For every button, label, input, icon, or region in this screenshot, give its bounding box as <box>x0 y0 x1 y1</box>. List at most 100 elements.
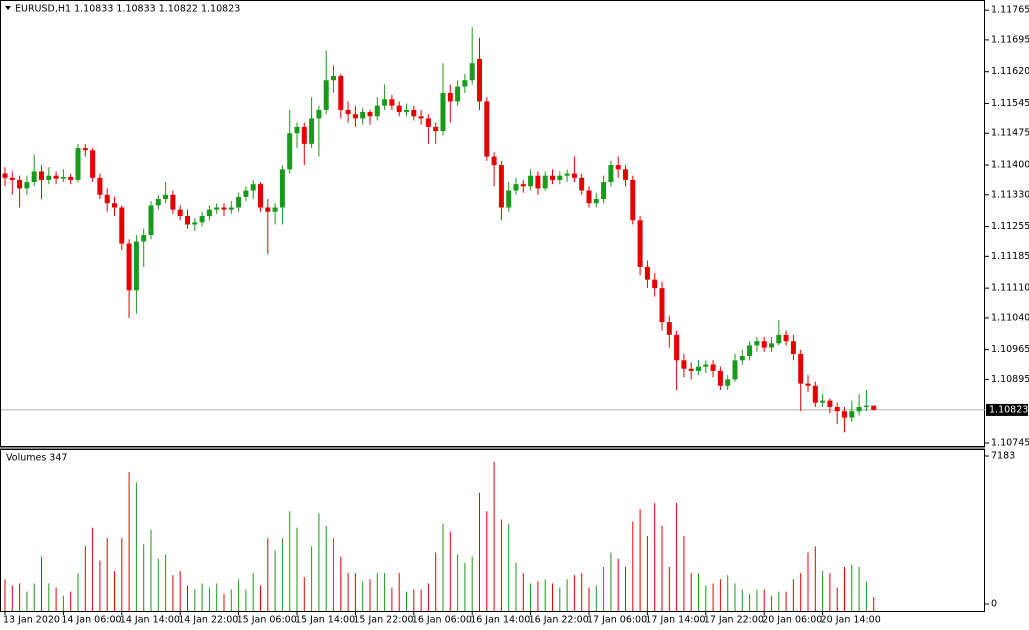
candle-body <box>674 334 680 361</box>
candle-body <box>783 334 789 342</box>
volume-tick-label: 0 <box>991 599 997 610</box>
y-tick-label: 1.11400 <box>991 160 1029 171</box>
candle-body <box>338 75 344 110</box>
candle-body <box>75 148 81 180</box>
candle-body <box>528 175 534 187</box>
candle-body <box>535 175 541 189</box>
y-tick-label: 1.10895 <box>991 374 1029 385</box>
candle-body <box>2 173 8 178</box>
y-tick-label: 1.11185 <box>991 251 1029 262</box>
candle-body <box>360 112 366 119</box>
x-tick-label: 17 Jan 14:00 <box>645 615 705 626</box>
candle-body <box>863 405 869 407</box>
candle-body <box>484 101 490 157</box>
x-tick-label: 14 Jan 22:00 <box>178 615 238 626</box>
candle-body <box>17 179 23 189</box>
candle-body <box>593 199 599 204</box>
x-tick-label: 16 Jan 06:00 <box>412 615 472 626</box>
y-tick-label: 1.11110 <box>991 283 1029 294</box>
candle-body <box>177 209 183 216</box>
x-tick-label: 15 Jan 14:00 <box>295 615 355 626</box>
candle-body <box>97 177 103 195</box>
y-tick-label: 1.11620 <box>991 66 1029 77</box>
candle-body <box>199 215 205 223</box>
candle-body <box>571 173 577 178</box>
candle-body <box>717 370 723 386</box>
candle-body <box>68 176 74 180</box>
candle-body <box>520 184 526 187</box>
candle-body <box>418 116 424 119</box>
y-tick-label: 1.11765 <box>991 5 1029 16</box>
candle-body <box>550 175 555 180</box>
x-tick-label: 17 Jan 22:00 <box>704 615 764 626</box>
chart-title: EURUSD,H1 1.10833 1.10833 1.10822 1.1082… <box>15 4 240 15</box>
candle-body <box>112 203 117 208</box>
candle-body <box>104 194 110 204</box>
candle-body <box>834 406 840 412</box>
candle-body <box>46 175 52 180</box>
candle-body <box>506 190 512 208</box>
candle-body <box>440 92 446 132</box>
volume-title: Volumes 347 <box>6 453 67 464</box>
y-tick-label: 1.11695 <box>991 34 1029 45</box>
x-tick-label: 15 Jan 06:00 <box>237 615 297 626</box>
candle-body <box>323 80 329 110</box>
candle-body <box>871 405 877 410</box>
candle-body <box>250 184 256 191</box>
candle-body <box>133 241 139 291</box>
candle-body <box>170 194 176 210</box>
candle-body <box>842 411 847 418</box>
candle-body <box>761 341 767 348</box>
candle-body <box>666 322 672 335</box>
candle-body <box>155 199 161 206</box>
candle-body <box>82 148 88 151</box>
candle-body <box>652 279 658 289</box>
candle-body <box>221 207 227 210</box>
candle-body <box>126 243 132 291</box>
volume-tick-label: 7183 <box>991 451 1015 462</box>
candle-body <box>279 169 285 208</box>
candle-body <box>601 182 607 200</box>
candle-body <box>637 220 643 267</box>
candle-body <box>615 165 621 170</box>
y-tick-label: 1.11255 <box>991 221 1029 232</box>
candle-body <box>564 173 570 176</box>
candle-body <box>776 334 782 344</box>
candle-body <box>411 109 417 117</box>
y-tick-label: 1.10745 <box>991 438 1029 449</box>
candle-body <box>790 341 796 354</box>
candle-body <box>754 341 760 346</box>
candle-body <box>163 194 169 200</box>
candle-body <box>301 126 307 144</box>
x-tick-label: 20 Jan 14:00 <box>821 615 881 626</box>
current-price-label: 1.10823 <box>989 404 1028 415</box>
y-tick-label: 1.11040 <box>991 312 1029 323</box>
candle-body <box>557 175 563 180</box>
candle-body <box>119 207 125 244</box>
candle-body <box>214 207 220 210</box>
y-tick-label: 1.10965 <box>991 344 1029 355</box>
candle-body <box>579 177 585 191</box>
candle-body <box>9 177 15 180</box>
x-tick-label: 17 Jan 06:00 <box>587 615 647 626</box>
candle-body <box>827 400 833 407</box>
x-tick-label: 16 Jan 14:00 <box>470 615 530 626</box>
candle-body <box>316 109 322 119</box>
candle-body <box>856 406 862 412</box>
candle-body <box>644 266 650 280</box>
candle-body <box>39 171 44 180</box>
candle-body <box>272 207 278 212</box>
candle-body <box>433 126 439 132</box>
candle-body <box>141 235 147 242</box>
candle-body <box>462 80 468 87</box>
menu-triangle[interactable] <box>5 6 11 10</box>
candle-body <box>542 175 548 189</box>
candle-body <box>192 222 198 225</box>
candle-body <box>265 207 271 212</box>
current-price-box <box>986 403 1028 416</box>
candle-body <box>681 360 687 369</box>
y-tick-label: 1.11475 <box>991 128 1029 139</box>
candle-body <box>396 105 402 113</box>
candle-body <box>477 58 482 102</box>
